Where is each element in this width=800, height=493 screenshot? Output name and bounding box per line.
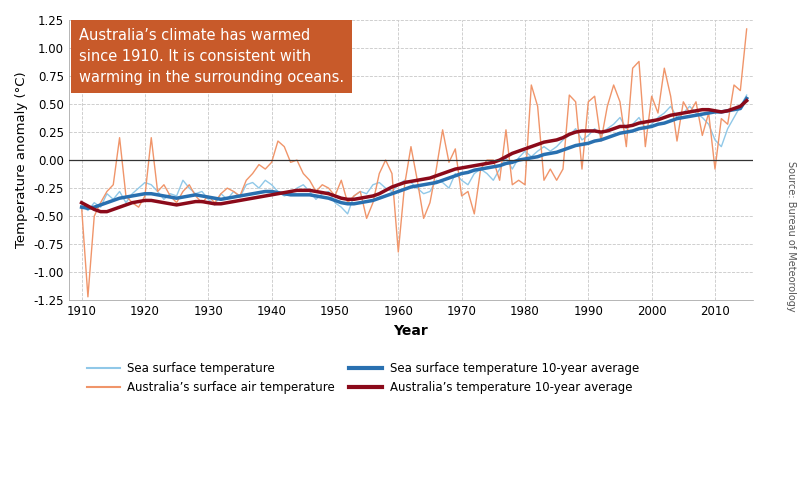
Y-axis label: Temperature anomaly (°C): Temperature anomaly (°C): [15, 72, 28, 248]
Legend: Sea surface temperature, Australia’s surface air temperature, Sea surface temper: Sea surface temperature, Australia’s sur…: [87, 362, 638, 394]
Text: Australia’s climate has warmed
since 1910. It is consistent with
warming in the : Australia’s climate has warmed since 191…: [79, 29, 344, 85]
X-axis label: Year: Year: [394, 323, 428, 338]
Text: Source: Bureau of Meteorology: Source: Bureau of Meteorology: [786, 161, 796, 312]
